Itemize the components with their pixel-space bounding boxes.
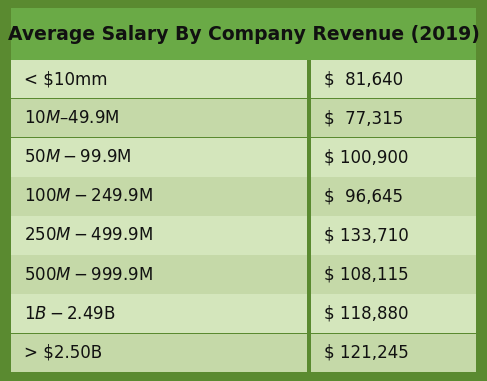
Text: $ 118,880: $ 118,880 <box>324 305 409 323</box>
Text: Average Salary By Company Revenue (2019): Average Salary By Company Revenue (2019) <box>8 25 479 43</box>
Text: $500M - $999.9M: $500M - $999.9M <box>24 266 153 283</box>
Text: > $2.50B: > $2.50B <box>24 344 102 362</box>
Text: $ 100,900: $ 100,900 <box>324 148 409 166</box>
Text: $ 133,710: $ 133,710 <box>324 226 409 245</box>
Text: $  81,640: $ 81,640 <box>324 70 404 88</box>
Text: $100M - $249.9M: $100M - $249.9M <box>24 187 153 205</box>
Text: $1B - $2.49B: $1B - $2.49B <box>24 305 116 323</box>
Text: $  77,315: $ 77,315 <box>324 109 404 127</box>
Text: $  96,645: $ 96,645 <box>324 187 403 205</box>
Text: $ 108,115: $ 108,115 <box>324 266 409 283</box>
Text: $50M - $99.9M: $50M - $99.9M <box>24 148 131 166</box>
Text: $ 121,245: $ 121,245 <box>324 344 409 362</box>
Text: $250M - $499.9M: $250M - $499.9M <box>24 226 153 245</box>
Text: < $10mm: < $10mm <box>24 70 108 88</box>
Text: $10M – $49.9M: $10M – $49.9M <box>24 109 120 127</box>
